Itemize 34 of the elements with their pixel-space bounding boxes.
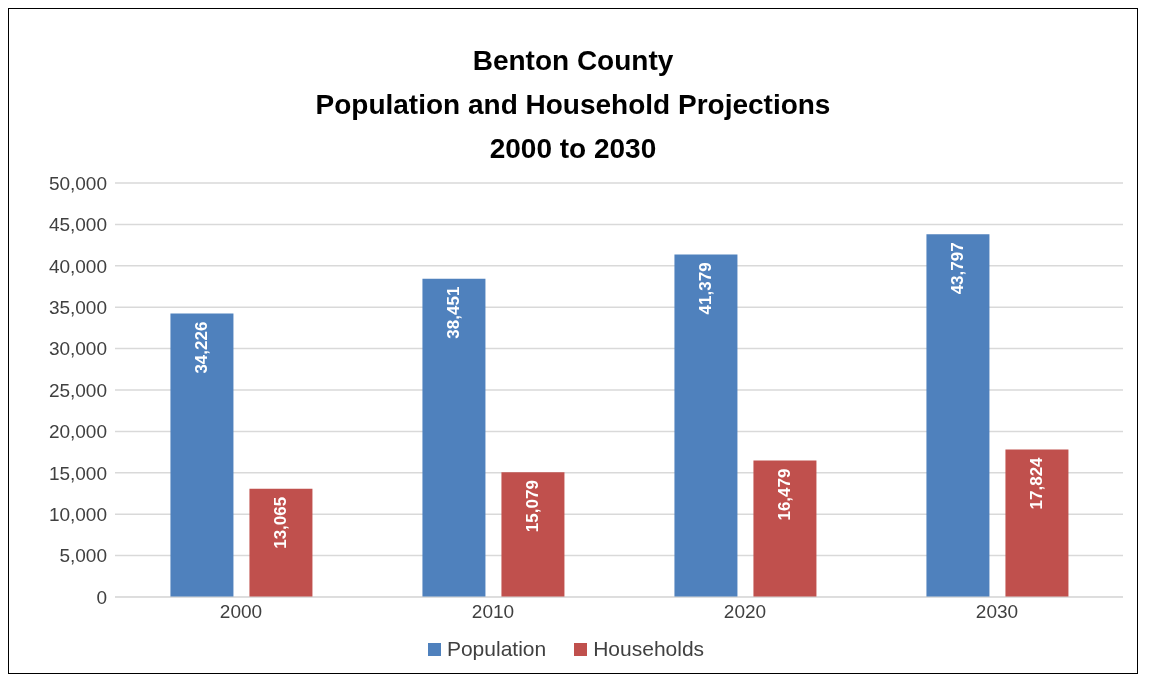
bar bbox=[753, 460, 817, 597]
data-label: 34,226 bbox=[192, 321, 212, 374]
data-label: 16,479 bbox=[775, 468, 795, 521]
y-tick-label: 10,000 bbox=[48, 503, 107, 525]
data-label: 13,065 bbox=[271, 496, 291, 549]
x-tick-label: 2030 bbox=[975, 601, 1019, 623]
x-tick-label: 2020 bbox=[723, 601, 767, 623]
bar bbox=[926, 234, 990, 597]
data-label: 41,379 bbox=[696, 262, 716, 315]
y-tick-label: 40,000 bbox=[48, 255, 107, 277]
y-tick-label: 30,000 bbox=[48, 338, 107, 360]
bar bbox=[674, 254, 738, 597]
bar bbox=[249, 488, 313, 597]
bar bbox=[1005, 449, 1069, 597]
y-tick-label: 5,000 bbox=[59, 545, 107, 567]
y-tick-label: 20,000 bbox=[48, 421, 107, 443]
legend-label: Population bbox=[445, 637, 547, 661]
chart-title: Benton County Population and Household Projections 2000 to 2030 bbox=[314, 44, 832, 166]
bar bbox=[422, 278, 486, 597]
y-tick-label: 35,000 bbox=[48, 296, 107, 318]
y-tick-label: 25,000 bbox=[48, 379, 107, 401]
bar bbox=[501, 472, 565, 597]
data-label: 38,451 bbox=[444, 286, 464, 339]
y-tick-label: 15,000 bbox=[48, 462, 107, 484]
data-label: 15,079 bbox=[523, 480, 543, 533]
x-tick-label: 2010 bbox=[471, 601, 515, 623]
y-tick-label: 45,000 bbox=[48, 214, 107, 236]
legend-label: Households bbox=[592, 637, 705, 661]
y-tick-label: 0 bbox=[96, 586, 107, 608]
data-label: 17,824 bbox=[1027, 456, 1047, 510]
data-label: 43,797 bbox=[948, 242, 968, 295]
bar bbox=[170, 313, 234, 597]
y-tick-label: 50,000 bbox=[48, 172, 107, 194]
x-tick-label: 2000 bbox=[219, 601, 263, 623]
